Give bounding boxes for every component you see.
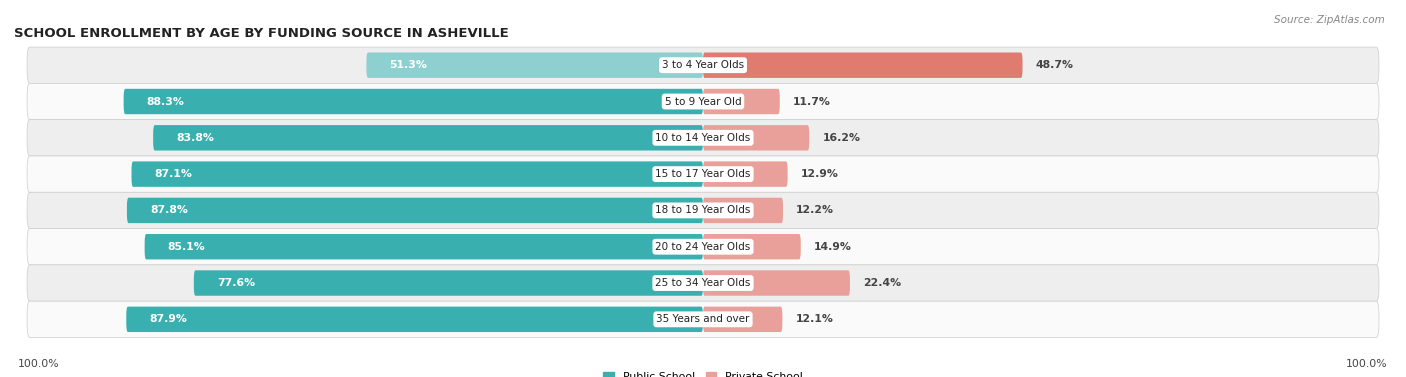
Text: 25 to 34 Year Olds: 25 to 34 Year Olds	[655, 278, 751, 288]
FancyBboxPatch shape	[145, 234, 703, 259]
FancyBboxPatch shape	[127, 198, 703, 223]
Text: 16.2%: 16.2%	[823, 133, 860, 143]
FancyBboxPatch shape	[194, 270, 703, 296]
Text: 87.8%: 87.8%	[150, 205, 188, 215]
Text: 22.4%: 22.4%	[863, 278, 901, 288]
FancyBboxPatch shape	[27, 83, 1379, 120]
FancyBboxPatch shape	[703, 198, 783, 223]
FancyBboxPatch shape	[703, 89, 780, 114]
Text: 87.1%: 87.1%	[155, 169, 193, 179]
FancyBboxPatch shape	[703, 161, 787, 187]
FancyBboxPatch shape	[132, 161, 703, 187]
FancyBboxPatch shape	[367, 52, 703, 78]
Text: 88.3%: 88.3%	[146, 97, 184, 107]
Text: 10 to 14 Year Olds: 10 to 14 Year Olds	[655, 133, 751, 143]
FancyBboxPatch shape	[27, 47, 1379, 83]
Text: 20 to 24 Year Olds: 20 to 24 Year Olds	[655, 242, 751, 252]
FancyBboxPatch shape	[703, 234, 801, 259]
FancyBboxPatch shape	[703, 307, 782, 332]
FancyBboxPatch shape	[127, 307, 703, 332]
Text: 12.2%: 12.2%	[796, 205, 834, 215]
Text: 35 Years and over: 35 Years and over	[657, 314, 749, 324]
Legend: Public School, Private School: Public School, Private School	[599, 368, 807, 377]
Text: SCHOOL ENROLLMENT BY AGE BY FUNDING SOURCE IN ASHEVILLE: SCHOOL ENROLLMENT BY AGE BY FUNDING SOUR…	[14, 27, 509, 40]
Text: 85.1%: 85.1%	[167, 242, 205, 252]
Text: 3 to 4 Year Olds: 3 to 4 Year Olds	[662, 60, 744, 70]
Text: 18 to 19 Year Olds: 18 to 19 Year Olds	[655, 205, 751, 215]
Text: 11.7%: 11.7%	[793, 97, 831, 107]
Text: 12.9%: 12.9%	[801, 169, 838, 179]
Text: 100.0%: 100.0%	[1346, 359, 1388, 369]
Text: 83.8%: 83.8%	[176, 133, 214, 143]
Text: 5 to 9 Year Old: 5 to 9 Year Old	[665, 97, 741, 107]
FancyBboxPatch shape	[27, 120, 1379, 156]
Text: Source: ZipAtlas.com: Source: ZipAtlas.com	[1274, 15, 1385, 25]
FancyBboxPatch shape	[27, 228, 1379, 265]
Text: 77.6%: 77.6%	[217, 278, 254, 288]
FancyBboxPatch shape	[27, 265, 1379, 301]
FancyBboxPatch shape	[27, 192, 1379, 228]
Text: 14.9%: 14.9%	[814, 242, 852, 252]
FancyBboxPatch shape	[703, 125, 810, 150]
FancyBboxPatch shape	[124, 89, 703, 114]
Text: 87.9%: 87.9%	[149, 314, 187, 324]
Text: 15 to 17 Year Olds: 15 to 17 Year Olds	[655, 169, 751, 179]
FancyBboxPatch shape	[703, 270, 851, 296]
Text: 12.1%: 12.1%	[796, 314, 834, 324]
Text: 51.3%: 51.3%	[389, 60, 427, 70]
FancyBboxPatch shape	[27, 156, 1379, 192]
FancyBboxPatch shape	[27, 301, 1379, 337]
FancyBboxPatch shape	[703, 52, 1022, 78]
Text: 100.0%: 100.0%	[18, 359, 60, 369]
FancyBboxPatch shape	[153, 125, 703, 150]
Text: 48.7%: 48.7%	[1036, 60, 1074, 70]
